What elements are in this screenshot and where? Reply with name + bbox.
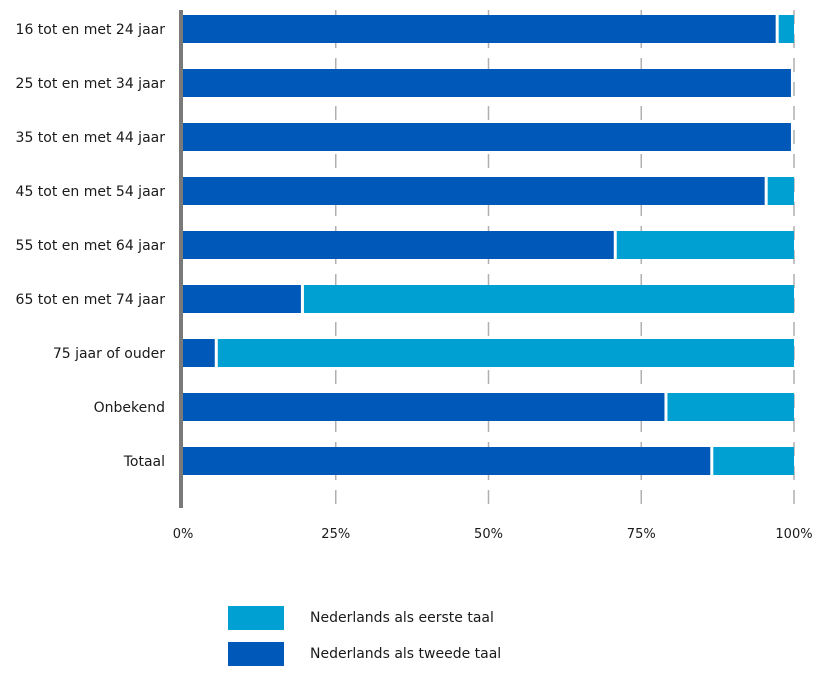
bar-tweede-1 bbox=[183, 69, 791, 97]
category-label-2: 35 tot en met 44 jaar bbox=[16, 130, 166, 146]
bar-eerste-5 bbox=[304, 285, 794, 313]
bar-eerste-7 bbox=[667, 393, 794, 421]
bar-eerste-4 bbox=[617, 231, 794, 259]
stacked-bar-chart: 16 tot en met 24 jaar 25 tot en met 34 ja… bbox=[0, 0, 816, 600]
bar-tweede-2 bbox=[183, 123, 791, 151]
category-label-7: Onbekend bbox=[94, 400, 165, 416]
category-label-4: 55 tot en met 64 jaar bbox=[16, 238, 166, 254]
category-label-3: 45 tot en met 54 jaar bbox=[16, 184, 166, 200]
legend-label-eerste-taal: Nederlands als eerste taal bbox=[310, 610, 494, 626]
bar-tweede-0 bbox=[183, 15, 776, 43]
bar-tweede-8 bbox=[183, 447, 710, 475]
category-label-1: 25 tot en met 34 jaar bbox=[16, 76, 166, 92]
bar-eerste-8 bbox=[713, 447, 794, 475]
bar-tweede-3 bbox=[183, 177, 765, 205]
x-tick-label-100: 100% bbox=[775, 527, 812, 542]
legend-swatch-eerste-taal bbox=[228, 606, 284, 630]
x-tick-label-50: 50% bbox=[474, 527, 503, 542]
x-tick-label-75: 75% bbox=[627, 527, 656, 542]
bar-tweede-6 bbox=[183, 339, 215, 367]
legend-label-tweede-taal: Nederlands als tweede taal bbox=[310, 646, 501, 662]
legend: Nederlands als eerste taal Nederlands al… bbox=[228, 606, 501, 678]
category-label-8: Totaal bbox=[123, 454, 165, 470]
x-tick-label-25: 25% bbox=[321, 527, 350, 542]
bar-eerste-6 bbox=[218, 339, 794, 367]
bar-eerste-0 bbox=[779, 15, 794, 43]
x-tick-label-0: 0% bbox=[173, 527, 194, 542]
category-label-5: 65 tot en met 74 jaar bbox=[16, 292, 166, 308]
legend-swatch-tweede-taal bbox=[228, 642, 284, 666]
category-label-0: 16 tot en met 24 jaar bbox=[16, 22, 166, 38]
legend-item-eerste-taal: Nederlands als eerste taal bbox=[228, 606, 501, 630]
category-label-6: 75 jaar of ouder bbox=[53, 346, 165, 362]
bar-tweede-7 bbox=[183, 393, 664, 421]
bar-tweede-5 bbox=[183, 285, 301, 313]
bar-tweede-4 bbox=[183, 231, 614, 259]
bar-eerste-3 bbox=[768, 177, 794, 205]
legend-item-tweede-taal: Nederlands als tweede taal bbox=[228, 642, 501, 666]
